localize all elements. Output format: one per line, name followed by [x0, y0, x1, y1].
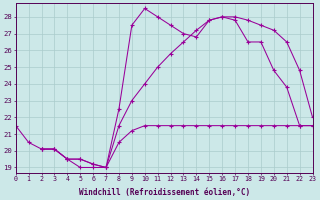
X-axis label: Windchill (Refroidissement éolien,°C): Windchill (Refroidissement éolien,°C)	[78, 188, 250, 197]
